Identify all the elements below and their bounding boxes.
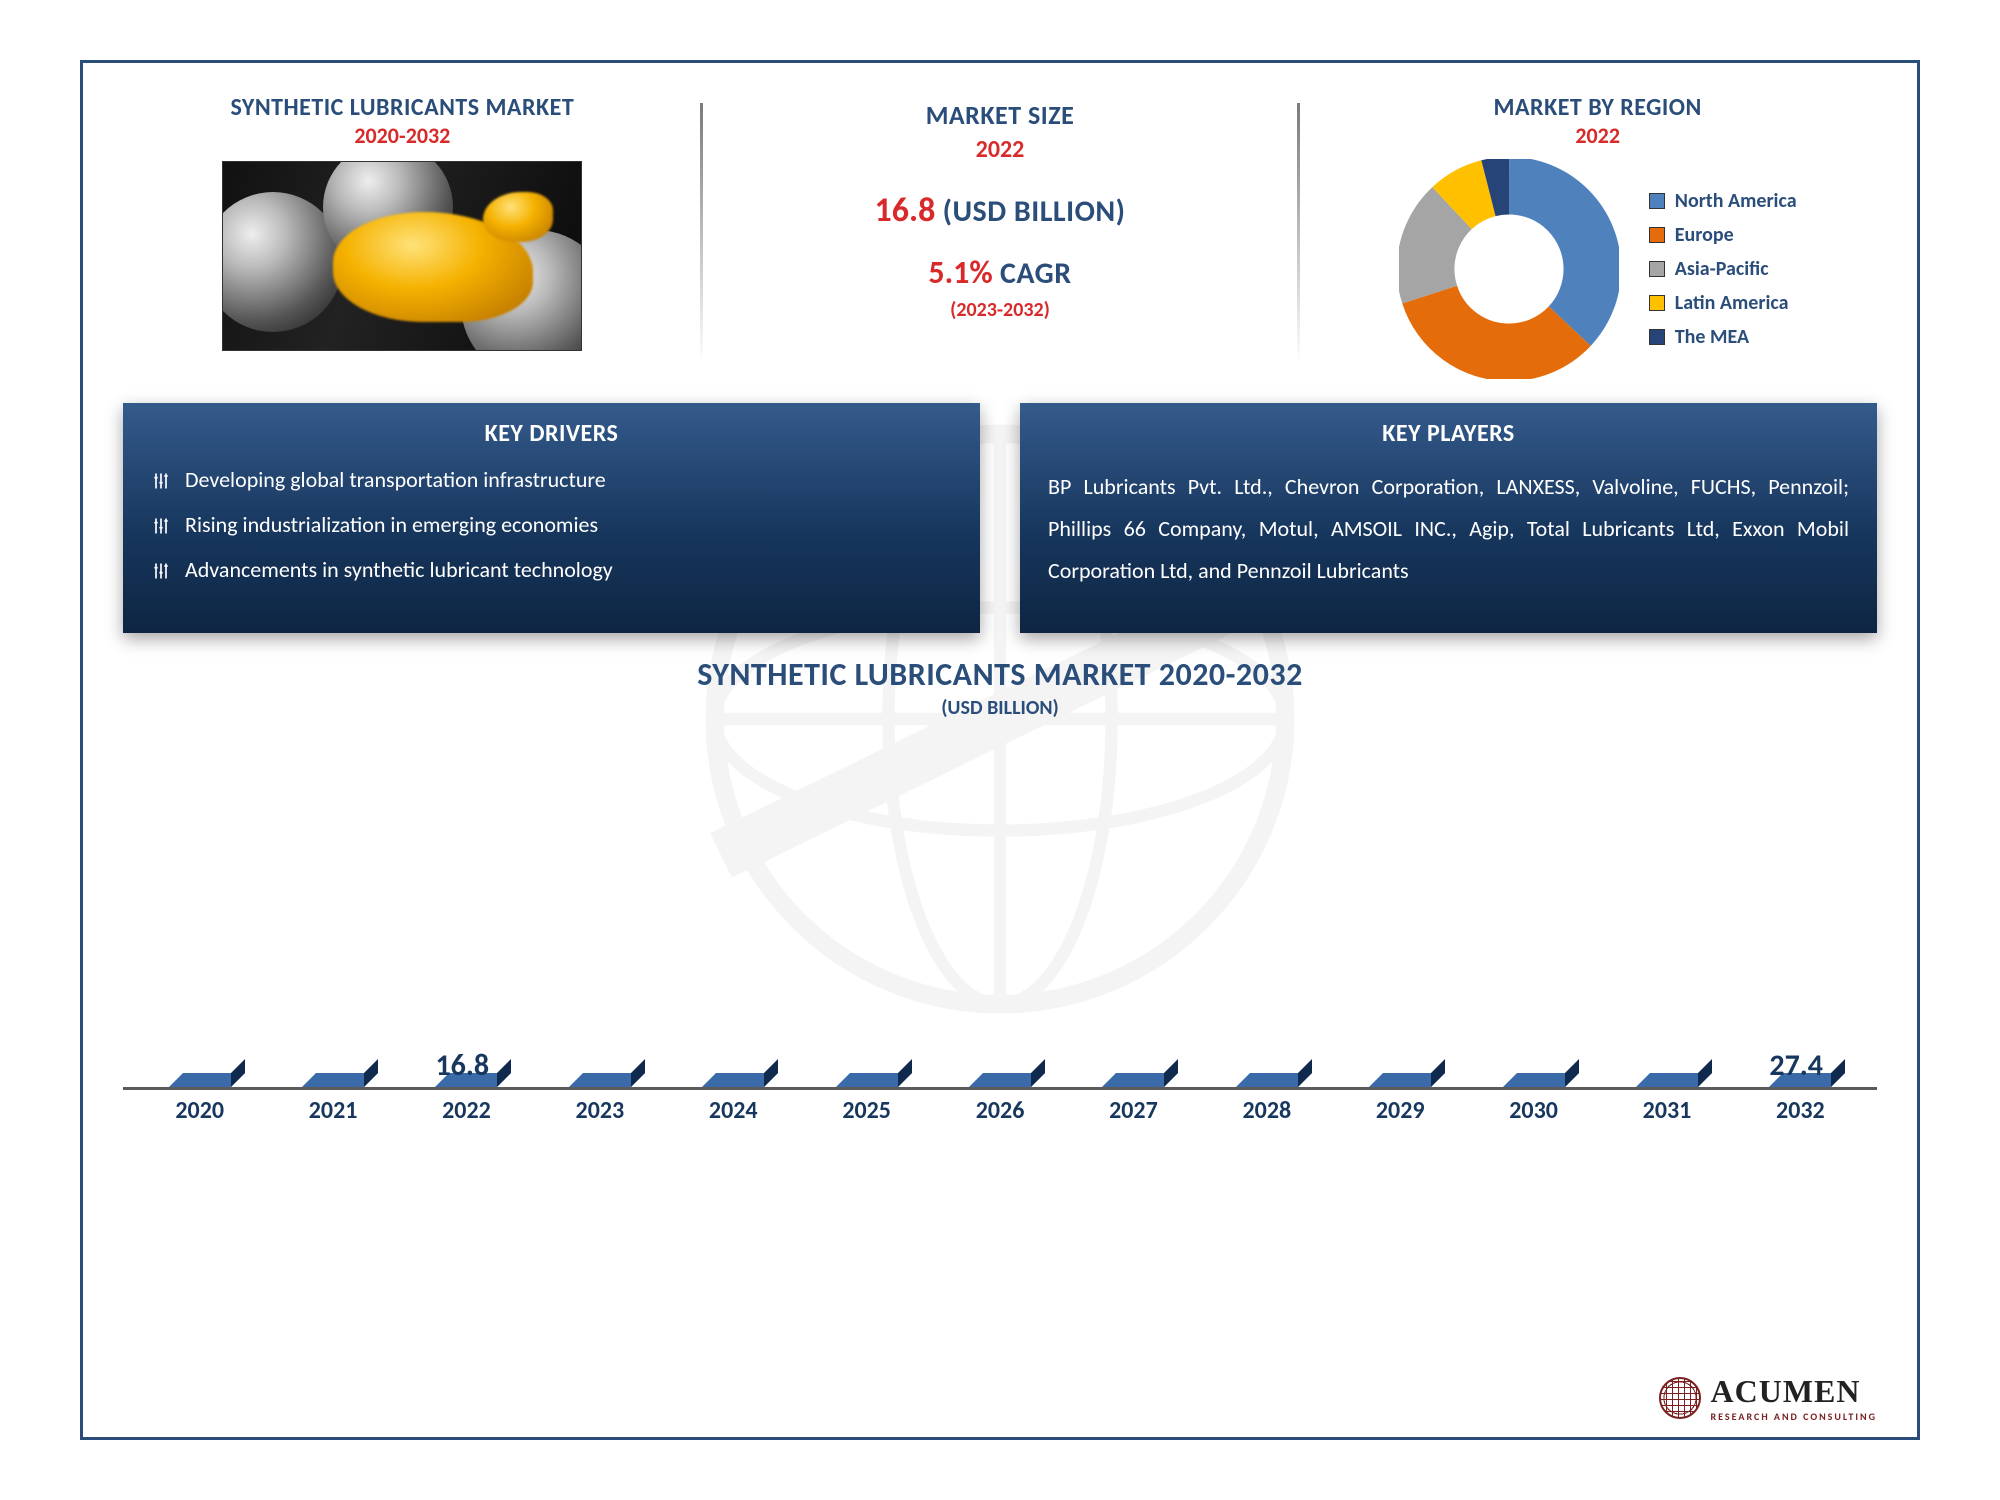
market-size-heading: MARKET SIZE (721, 99, 1280, 131)
info-panels: KEY DRIVERS Developing global transporta… (123, 403, 1877, 633)
market-size-value: 16.8 (USD BILLION) (721, 190, 1280, 231)
bar-chart-plot: 16.8 27.4 (123, 730, 1877, 1090)
x-tick-label: 2024 (667, 1096, 800, 1125)
players-heading: KEY PLAYERS (1048, 419, 1849, 448)
bullet-icon (151, 515, 171, 535)
legend-swatch-icon (1649, 227, 1665, 243)
market-title: SYNTHETIC LUBRICANTS MARKET (123, 93, 682, 122)
key-drivers-panel: KEY DRIVERS Developing global transporta… (123, 403, 980, 633)
driver-text: Advancements in synthetic lubricant tech… (185, 556, 613, 583)
brand-globe-icon (1659, 1377, 1701, 1419)
legend-label: North America (1675, 189, 1797, 213)
key-players-panel: KEY PLAYERS BP Lubricants Pvt. Ltd., Che… (1020, 403, 1877, 633)
brand-name: ACUMEN (1711, 1373, 1877, 1410)
region-heading: MARKET BY REGION (1318, 93, 1877, 122)
cagr-number: 5.1% (928, 253, 992, 292)
driver-text: Developing global transportation infrast… (185, 466, 606, 493)
x-tick-label: 2032 (1734, 1096, 1867, 1125)
x-tick-label: 2025 (800, 1096, 933, 1125)
legend-swatch-icon (1649, 329, 1665, 345)
hero-image (222, 161, 582, 351)
bullet-icon (151, 470, 171, 490)
top-row: SYNTHETIC LUBRICANTS MARKET 2020-2032 MA… (123, 93, 1877, 379)
x-tick-label: 2029 (1334, 1096, 1467, 1125)
bar-chart-x-axis: 2020202120222023202420252026202720282029… (123, 1090, 1877, 1125)
bar-value-label: 16.8 (435, 1047, 489, 1084)
x-tick-label: 2021 (266, 1096, 399, 1125)
x-tick-label: 2022 (400, 1096, 533, 1125)
region-donut-chart (1399, 159, 1619, 379)
brand-tagline: RESEARCH AND CONSULTING (1711, 1410, 1877, 1423)
legend-label: The MEA (1675, 325, 1749, 349)
chart-title-block: SYNTHETIC LUBRICANTS MARKET 2020-2032 (U… (123, 655, 1877, 720)
legend-swatch-icon (1649, 295, 1665, 311)
bar-container: 16.8 27.4 (123, 730, 1877, 1087)
x-tick-label: 2027 (1067, 1096, 1200, 1125)
market-size-year: 2022 (721, 135, 1280, 164)
cagr-period: (2023-2032) (721, 298, 1280, 322)
x-tick-label: 2030 (1467, 1096, 1600, 1125)
driver-text: Rising industrialization in emerging eco… (185, 511, 598, 538)
x-tick-label: 2026 (933, 1096, 1066, 1125)
chart-title: SYNTHETIC LUBRICANTS MARKET 2020-2032 (123, 655, 1877, 694)
legend-swatch-icon (1649, 193, 1665, 209)
region-block: MARKET BY REGION 2022 North America Europ… (1318, 93, 1877, 379)
x-tick-label: 2023 (533, 1096, 666, 1125)
driver-item: Rising industrialization in emerging eco… (151, 511, 952, 538)
market-size-unit: (USD BILLION) (935, 193, 1125, 230)
chart-subtitle: (USD BILLION) (123, 696, 1877, 720)
drivers-heading: KEY DRIVERS (151, 419, 952, 448)
driver-item: Advancements in synthetic lubricant tech… (151, 556, 952, 583)
vertical-divider (700, 103, 703, 363)
bar-value-label: 27.4 (1769, 1047, 1823, 1084)
x-tick-label: 2031 (1600, 1096, 1733, 1125)
market-size-number: 16.8 (875, 190, 936, 231)
legend-label: Europe (1675, 223, 1734, 247)
driver-item: Developing global transportation infrast… (151, 466, 952, 493)
legend-swatch-icon (1649, 261, 1665, 277)
bar-chart-section: SYNTHETIC LUBRICANTS MARKET 2020-2032 (U… (123, 655, 1877, 1125)
driver-list: Developing global transportation infrast… (151, 466, 952, 583)
bullet-icon (151, 560, 171, 580)
legend-item: Asia-Pacific (1649, 257, 1797, 281)
market-size-block: MARKET SIZE 2022 16.8 (USD BILLION) 5.1%… (721, 93, 1280, 379)
legend-item: Latin America (1649, 291, 1797, 315)
market-cagr: 5.1% CAGR (721, 253, 1280, 292)
market-period: 2020-2032 (123, 122, 682, 149)
players-text: BP Lubricants Pvt. Ltd., Chevron Corpora… (1048, 466, 1849, 591)
x-tick-label: 2028 (1200, 1096, 1333, 1125)
brand-footer: ACUMEN RESEARCH AND CONSULTING (1659, 1373, 1877, 1423)
region-year: 2022 (1318, 122, 1877, 149)
legend-item: The MEA (1649, 325, 1797, 349)
legend-item: Europe (1649, 223, 1797, 247)
vertical-divider (1297, 103, 1300, 363)
region-legend: North America Europe Asia-Pacific Latin Ame… (1649, 179, 1797, 359)
header-left-block: SYNTHETIC LUBRICANTS MARKET 2020-2032 (123, 93, 682, 379)
legend-label: Asia-Pacific (1675, 257, 1769, 281)
infographic-frame: SYNTHETIC LUBRICANTS MARKET 2020-2032 MA… (80, 60, 1920, 1440)
legend-label: Latin America (1675, 291, 1789, 315)
x-tick-label: 2020 (133, 1096, 266, 1125)
brand-text: ACUMEN RESEARCH AND CONSULTING (1711, 1373, 1877, 1423)
legend-item: North America (1649, 189, 1797, 213)
cagr-label: CAGR (993, 255, 1072, 292)
